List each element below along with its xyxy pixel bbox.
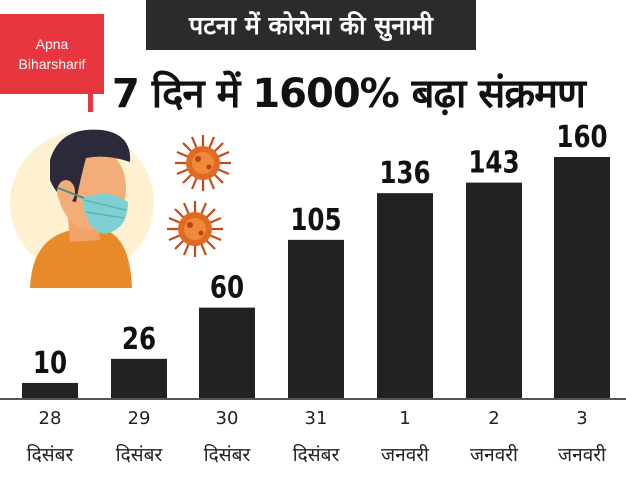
virus-icon <box>167 201 223 257</box>
data-label: 136 <box>379 157 430 191</box>
virus-icon <box>175 135 231 191</box>
x-tick-day: 29 <box>128 408 151 429</box>
headline: 7 दिन में 1600% बढ़ा संक्रमण <box>112 71 586 117</box>
x-tick-day: 28 <box>39 408 62 429</box>
x-tick-month: दिसंबर <box>27 443 75 466</box>
x-tick-day: 30 <box>216 408 239 429</box>
x-tick-month: दिसंबर <box>116 443 164 466</box>
data-label: 10 <box>33 347 67 381</box>
person-with-mask-icon <box>10 129 154 288</box>
bar <box>377 193 433 398</box>
x-tick-day: 1 <box>399 408 410 429</box>
data-label: 105 <box>290 204 341 238</box>
data-label: 60 <box>210 271 244 305</box>
x-tick-month: जनवरी <box>381 443 430 466</box>
x-tick-month: दिसंबर <box>204 443 252 466</box>
data-label: 160 <box>556 121 607 155</box>
x-tick-day: 2 <box>488 408 499 429</box>
bar <box>111 358 167 398</box>
title-banner: पटना में कोरोना की सुनामी <box>146 0 476 50</box>
brand-badge: Apna Biharsharif <box>0 14 104 94</box>
bar <box>288 239 344 398</box>
data-label: 143 <box>468 146 519 180</box>
x-tick-month: जनवरी <box>558 443 607 466</box>
brand-line-1: Apna <box>35 36 69 52</box>
brand-line-2: Biharsharif <box>18 56 86 72</box>
bar <box>466 182 522 398</box>
banner-title: पटना में कोरोना की सुनामी <box>189 11 433 40</box>
data-label: 26 <box>122 323 156 357</box>
x-tick-month: दिसंबर <box>293 443 341 466</box>
bar <box>554 157 610 398</box>
x-tick-month: जनवरी <box>470 443 519 466</box>
bar <box>22 382 78 398</box>
bar <box>199 307 255 398</box>
x-tick-day: 3 <box>576 408 587 429</box>
x-tick-day: 31 <box>305 408 328 429</box>
brand-badge-tick <box>88 94 93 112</box>
